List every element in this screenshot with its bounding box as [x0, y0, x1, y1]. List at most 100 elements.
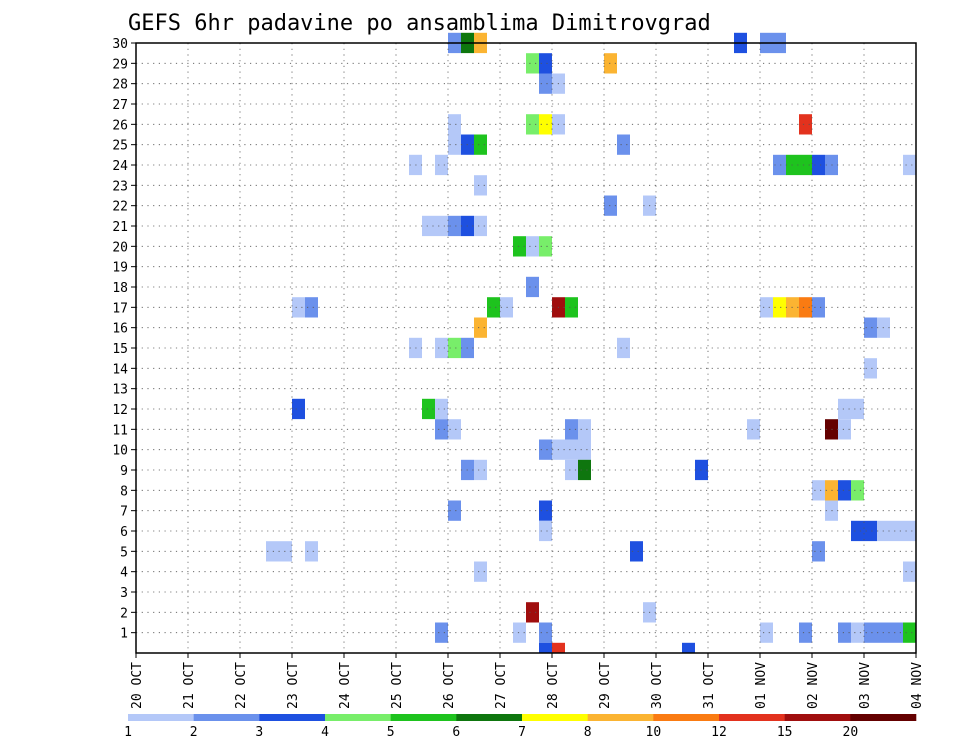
precip-cell [474, 317, 487, 338]
legend-swatch [522, 714, 588, 721]
precip-cell [422, 398, 435, 420]
precip-cell [487, 297, 500, 318]
legend-label: 2 [190, 725, 198, 740]
precip-cell [513, 236, 526, 257]
precip-cell [435, 215, 448, 237]
legend-label: 3 [255, 725, 263, 740]
precip-cell [760, 297, 773, 318]
x-tick-label: 26 OCT [442, 662, 457, 709]
y-tick-label: 7 [120, 505, 128, 520]
x-tick-label: 28 OCT [546, 662, 561, 709]
precip-cell [435, 154, 448, 176]
x-tick-label: 31 OCT [702, 662, 717, 709]
y-tick-label: 13 [112, 383, 128, 398]
y-tick-label: 30 [112, 37, 128, 52]
precip-cell [903, 520, 916, 542]
precip-cell [838, 398, 851, 420]
y-tick-label: 19 [112, 261, 128, 276]
precip-cell [435, 622, 448, 643]
precip-cell [474, 215, 487, 237]
y-tick-label: 15 [112, 342, 128, 357]
precip-cell [474, 459, 487, 481]
precip-cell [890, 622, 903, 643]
x-tick-label: 30 OCT [650, 662, 665, 709]
legend-swatch [128, 714, 194, 721]
precip-cell [448, 337, 461, 359]
precip-cell [279, 541, 292, 562]
y-tick-label: 28 [112, 78, 128, 93]
precip-cell [513, 622, 526, 643]
precip-cell [773, 154, 786, 176]
precip-cell [448, 419, 461, 440]
x-tick-label: 02 NOV [806, 662, 821, 709]
y-tick-label: 18 [112, 281, 128, 296]
legend-swatch [325, 714, 391, 721]
precip-cell [539, 520, 552, 542]
precip-cell [539, 53, 552, 74]
precip-cell [812, 297, 825, 318]
legend-label: 4 [321, 725, 329, 740]
chart-title: GEFS 6hr padavine po ansamblima Dimitrov… [128, 11, 711, 36]
precip-cell [539, 642, 552, 653]
y-tick-label: 23 [112, 179, 128, 194]
precip-cell [474, 561, 487, 582]
y-tick-label: 22 [112, 200, 128, 215]
precip-cell [526, 276, 539, 298]
precip-cell [799, 622, 812, 643]
legend-swatch [719, 714, 785, 721]
x-tick-label: 27 OCT [494, 662, 509, 709]
y-tick-label: 6 [120, 525, 128, 540]
precip-cell [474, 175, 487, 196]
x-tick-label: 04 NOV [910, 662, 925, 709]
precip-cell [864, 622, 877, 643]
y-tick-label: 2 [120, 606, 128, 621]
precip-cell [838, 622, 851, 643]
y-tick-label: 3 [120, 586, 128, 601]
x-tick-label: 23 OCT [286, 662, 301, 709]
precip-cell [864, 520, 877, 542]
legend-label: 15 [777, 725, 793, 740]
precip-cell [851, 622, 864, 643]
precip-cell [422, 215, 435, 237]
precip-cell [435, 419, 448, 440]
legend-swatch [193, 714, 260, 721]
precip-cell [812, 480, 825, 501]
y-tick-label: 21 [112, 220, 128, 235]
precip-cell [578, 419, 591, 440]
heatmap-cells [266, 32, 916, 653]
precip-cell [565, 439, 578, 460]
y-tick-label: 17 [112, 301, 128, 316]
precip-cell [799, 297, 812, 318]
precip-cell [292, 297, 305, 318]
y-tick-label: 4 [120, 566, 128, 581]
x-tick-label: 21 OCT [182, 662, 197, 709]
precip-cell [864, 317, 877, 338]
x-tick-label: 01 NOV [754, 662, 769, 709]
precip-cell [448, 134, 461, 155]
grid-lines [136, 43, 916, 653]
precip-cell [539, 622, 552, 643]
legend-label: 12 [711, 725, 727, 740]
legend-label: 7 [518, 725, 526, 740]
precip-cell [630, 541, 643, 562]
x-tick-label: 20 OCT [130, 662, 145, 709]
precip-cell [526, 602, 539, 623]
precip-cell [266, 541, 279, 562]
y-tick-label: 26 [112, 118, 128, 133]
precip-cell [838, 419, 851, 440]
precip-cell [903, 561, 916, 582]
x-tick-label: 22 OCT [234, 662, 249, 709]
precip-cell [812, 154, 825, 176]
legend-swatch [390, 714, 457, 721]
precip-cell [448, 500, 461, 521]
legend-swatch [784, 714, 851, 721]
precip-cell [799, 154, 812, 176]
legend-swatch [850, 714, 917, 721]
y-tick-label: 25 [112, 139, 128, 154]
precip-cell [578, 459, 591, 481]
precip-cell [552, 642, 565, 653]
precip-cell [903, 622, 916, 643]
y-tick-label: 8 [120, 484, 128, 499]
y-tick-label: 16 [112, 322, 128, 337]
